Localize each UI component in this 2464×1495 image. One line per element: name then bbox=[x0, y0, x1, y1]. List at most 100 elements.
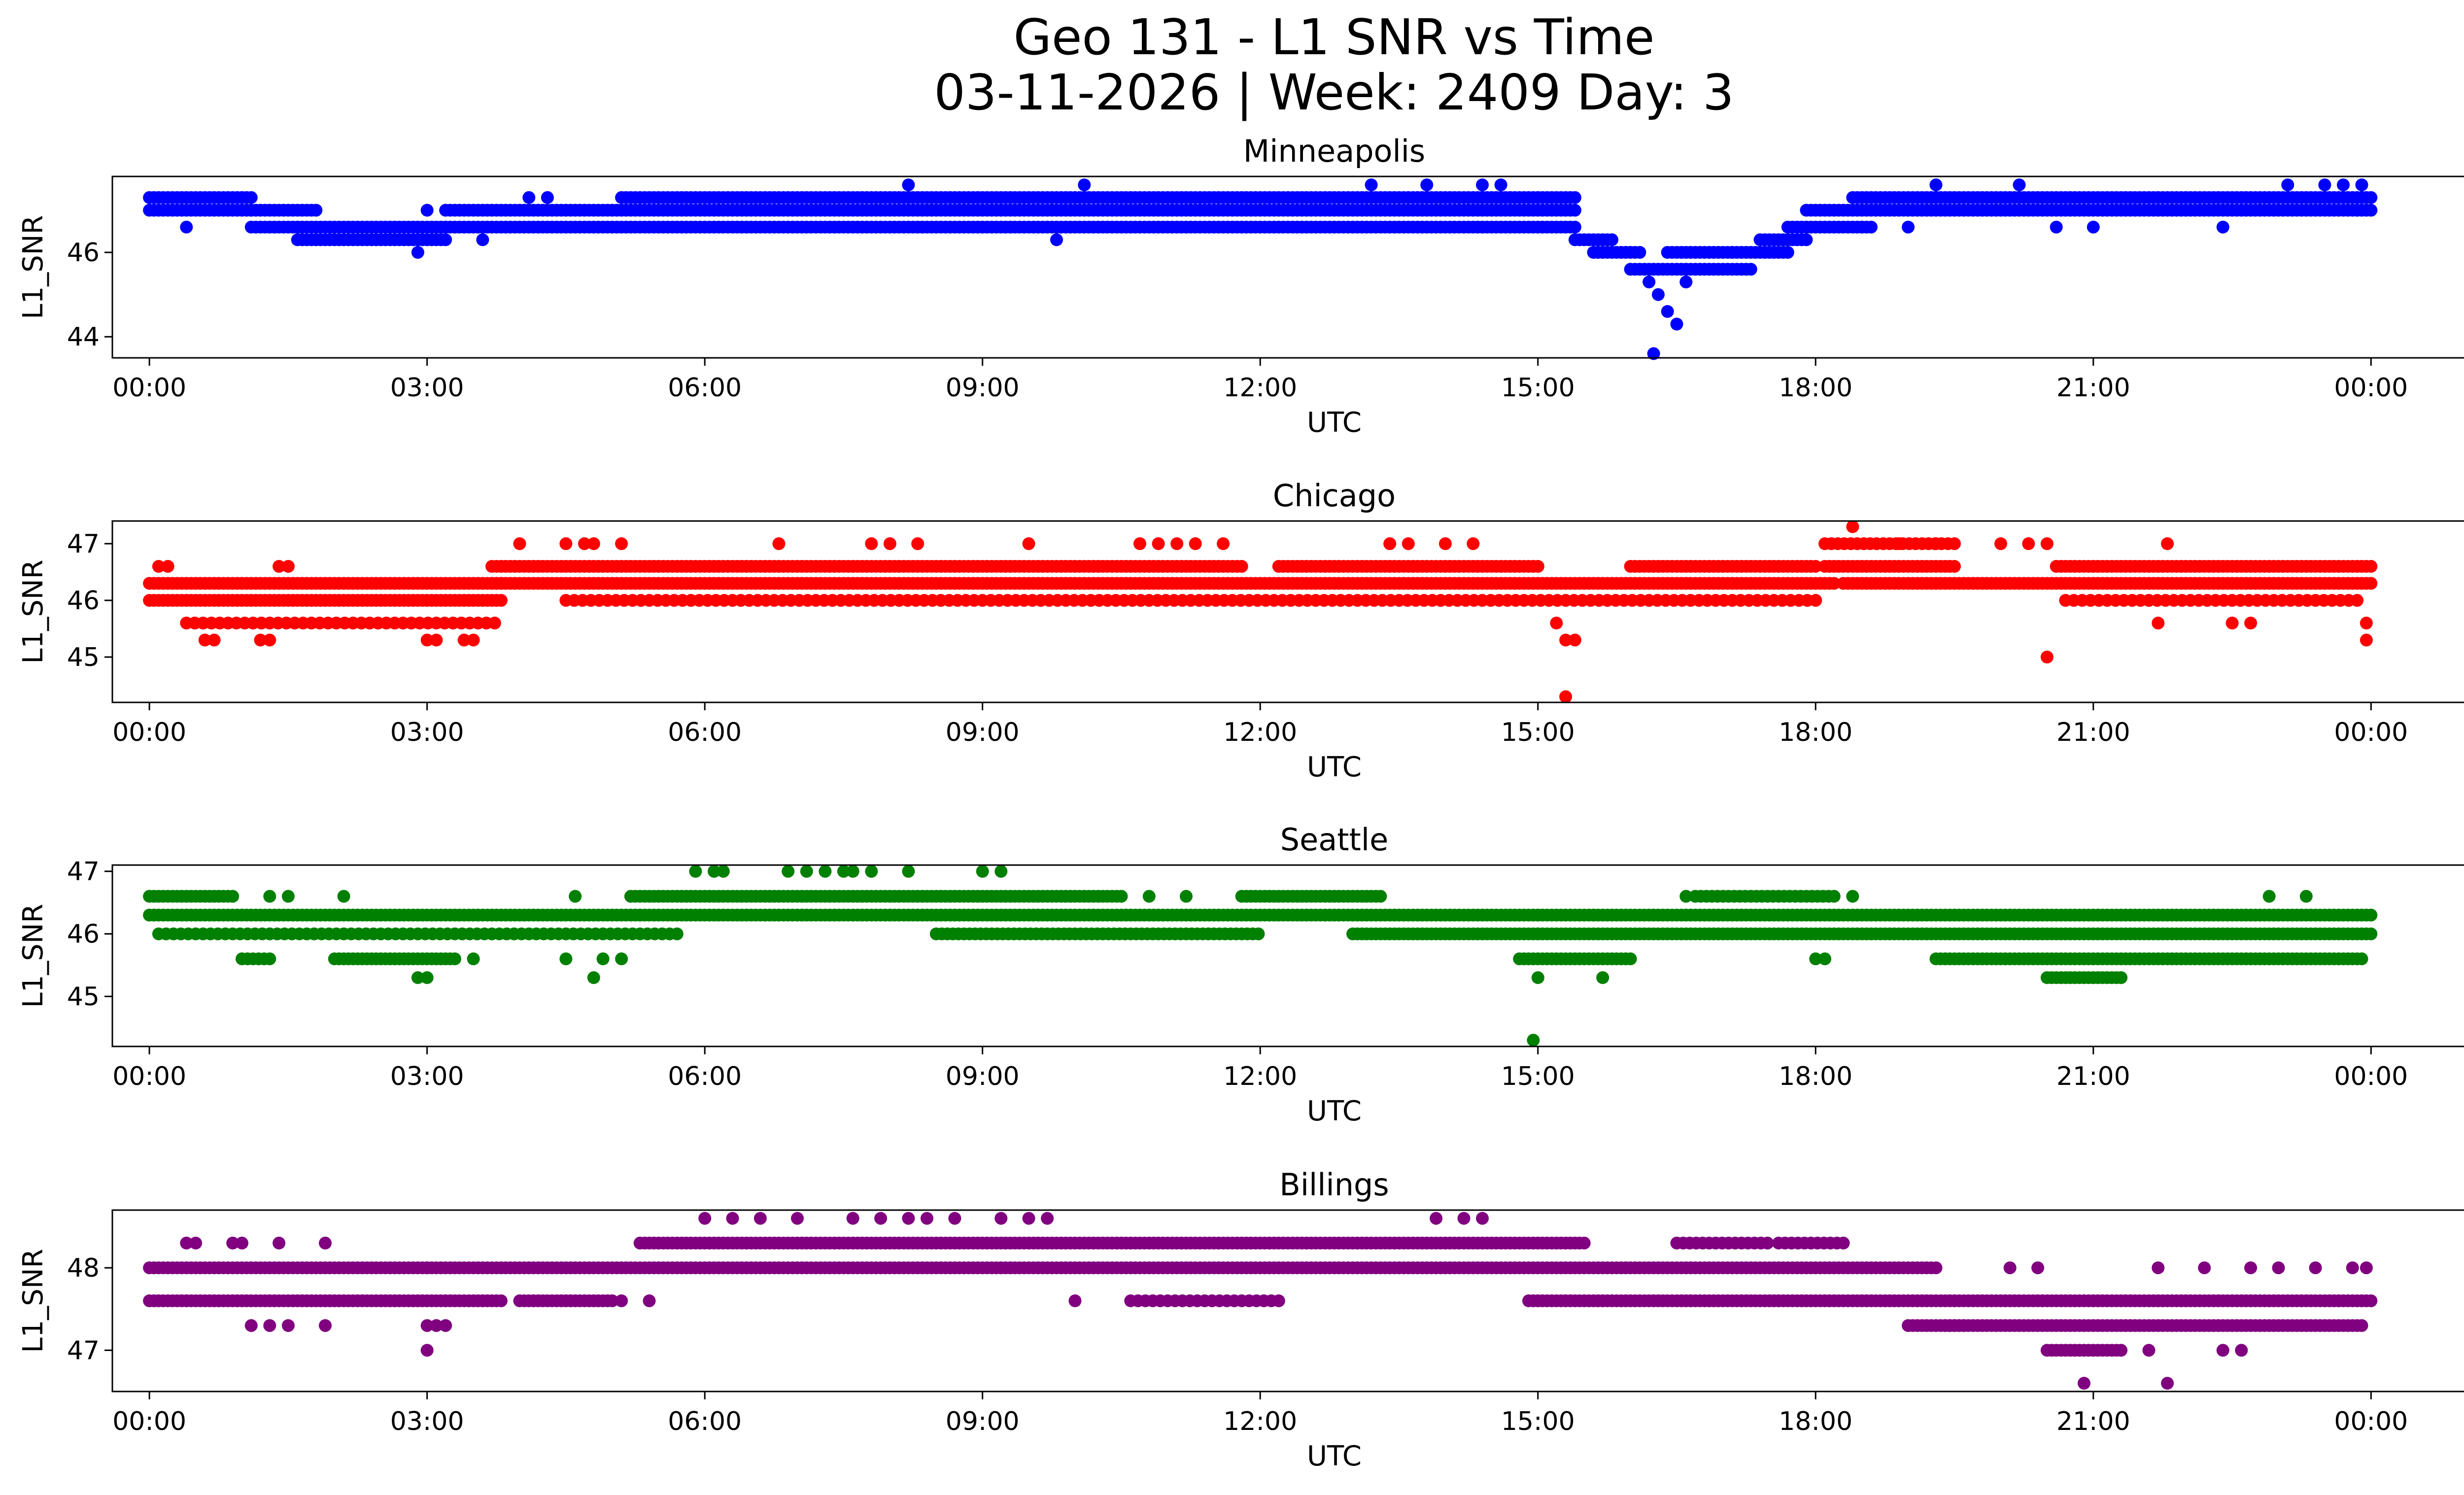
y-axis-label: L1_SNR bbox=[17, 1249, 49, 1353]
axes-frame bbox=[111, 1209, 2464, 1392]
data-point bbox=[1568, 204, 1581, 217]
data-point bbox=[587, 971, 600, 984]
data-point bbox=[1142, 890, 1156, 903]
x-axis-label: UTC bbox=[1307, 1440, 1362, 1472]
data-point bbox=[1022, 1212, 1035, 1225]
data-point bbox=[2272, 1261, 2285, 1275]
data-point bbox=[2225, 617, 2239, 629]
data-point bbox=[1420, 178, 1434, 192]
x-tick-label: 12:00 bbox=[1223, 718, 1297, 747]
data-point bbox=[494, 594, 508, 607]
y-tick-label: 45 bbox=[67, 643, 100, 672]
data-point bbox=[2198, 1261, 2211, 1275]
data-point bbox=[846, 1212, 859, 1225]
x-tick-label: 18:00 bbox=[1779, 373, 1852, 403]
data-point bbox=[1948, 537, 1961, 550]
data-point bbox=[541, 191, 554, 204]
data-point bbox=[2346, 1261, 2359, 1275]
data-point bbox=[994, 865, 1008, 878]
data-point bbox=[2040, 537, 2053, 550]
data-point bbox=[2360, 1261, 2373, 1275]
data-point bbox=[1252, 927, 1265, 940]
x-tick-label: 18:00 bbox=[1779, 1407, 1852, 1436]
subplot-title: Billings bbox=[1279, 1167, 1389, 1203]
axes-frame bbox=[111, 864, 2464, 1047]
data-point bbox=[1809, 594, 1822, 607]
data-point bbox=[236, 1236, 248, 1250]
subplot-title: Seattle bbox=[1280, 822, 1388, 858]
data-point bbox=[874, 1212, 888, 1225]
data-point bbox=[439, 233, 452, 246]
data-point bbox=[411, 246, 424, 259]
data-point bbox=[698, 1212, 712, 1225]
x-tick-label: 15:00 bbox=[1501, 1062, 1575, 1091]
data-point bbox=[2013, 178, 2026, 192]
data-point bbox=[2364, 560, 2378, 573]
data-point bbox=[2216, 1344, 2229, 1357]
data-point bbox=[883, 537, 896, 550]
x-tick-label: 21:00 bbox=[2056, 1407, 2130, 1436]
data-point bbox=[1550, 617, 1563, 629]
x-tick-label: 09:00 bbox=[946, 1407, 1020, 1436]
data-point bbox=[1800, 233, 1813, 246]
data-point bbox=[420, 1319, 434, 1332]
data-point bbox=[1050, 233, 1063, 246]
data-point bbox=[2078, 1377, 2090, 1390]
x-tick-label: 09:00 bbox=[946, 373, 1020, 403]
x-tick-label: 21:00 bbox=[2056, 373, 2130, 403]
x-tick-label: 00:00 bbox=[112, 1062, 186, 1091]
data-points bbox=[143, 520, 2378, 703]
data-point bbox=[1929, 1261, 1943, 1275]
data-point bbox=[2235, 1344, 2248, 1357]
data-point bbox=[708, 865, 720, 878]
x-tick-label: 12:00 bbox=[1223, 1062, 1297, 1091]
data-point bbox=[1438, 537, 1452, 550]
data-point bbox=[1633, 246, 1646, 259]
data-point bbox=[420, 204, 434, 217]
data-point bbox=[1217, 537, 1230, 550]
data-point bbox=[569, 890, 582, 903]
data-point bbox=[1531, 560, 1544, 573]
data-point bbox=[670, 927, 684, 940]
data-points bbox=[143, 178, 2378, 360]
x-tick-label: 06:00 bbox=[668, 1062, 742, 1091]
data-point bbox=[2216, 220, 2229, 234]
data-point bbox=[921, 1212, 933, 1225]
data-point bbox=[2364, 191, 2378, 204]
data-point bbox=[1235, 560, 1248, 573]
data-point bbox=[161, 560, 174, 573]
data-point bbox=[2360, 633, 2373, 647]
data-point bbox=[2360, 617, 2373, 629]
data-point bbox=[976, 865, 989, 878]
data-point bbox=[152, 560, 165, 573]
axes-frame bbox=[111, 520, 2464, 703]
data-point bbox=[1651, 288, 1665, 301]
data-point bbox=[1827, 577, 1841, 590]
x-tick-label: 03:00 bbox=[390, 1407, 464, 1436]
x-tick-label: 09:00 bbox=[946, 718, 1020, 747]
data-point bbox=[948, 1212, 961, 1225]
data-point bbox=[1744, 263, 1757, 276]
data-point bbox=[2040, 651, 2053, 663]
data-point bbox=[1189, 537, 1202, 550]
data-point bbox=[643, 1294, 656, 1307]
data-point bbox=[1577, 1236, 1591, 1250]
data-point bbox=[522, 191, 536, 204]
y-axis-label: L1_SNR bbox=[17, 559, 49, 663]
x-tick-label: 12:00 bbox=[1223, 373, 1297, 403]
data-point bbox=[1846, 890, 1859, 903]
y-tick-label: 46 bbox=[67, 238, 100, 268]
x-axis-label: UTC bbox=[1307, 751, 1362, 783]
x-tick-label: 15:00 bbox=[1501, 718, 1575, 747]
data-point bbox=[244, 191, 258, 204]
data-point bbox=[1527, 1034, 1540, 1047]
x-tick-label: 00:00 bbox=[112, 718, 186, 747]
data-point bbox=[1568, 220, 1581, 234]
x-tick-label: 00:00 bbox=[2334, 1062, 2408, 1091]
y-tick-label: 45 bbox=[67, 982, 100, 1011]
subplot-title: Chicago bbox=[1273, 478, 1396, 514]
data-point bbox=[1494, 178, 1507, 192]
